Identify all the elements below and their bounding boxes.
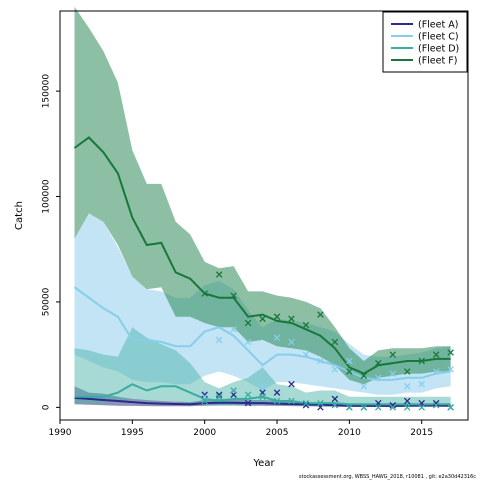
legend: (Fleet A)(Fleet C)(Fleet D)(Fleet F) bbox=[382, 11, 468, 73]
fleeta-observation-point bbox=[302, 401, 310, 409]
fleeta-observation-point bbox=[288, 380, 295, 388]
fleetf-confidence-band bbox=[74, 6, 451, 385]
fleetf-observation-point bbox=[403, 368, 411, 375]
footer-note: stockassessment.org, WBSS_HAWG_2018, r10… bbox=[299, 474, 476, 480]
observation-points bbox=[201, 271, 454, 411]
x-tick-label: 2000 bbox=[193, 428, 216, 438]
fleetc-observation-point bbox=[432, 368, 440, 375]
x-tick-label: 2005 bbox=[266, 428, 289, 438]
fleetc-observation-point bbox=[389, 370, 397, 377]
fleetd-observation-point bbox=[215, 393, 223, 401]
fleetf-observation-point bbox=[230, 292, 237, 299]
fleetc-observation-point bbox=[230, 326, 237, 333]
fleetf-observation-point bbox=[360, 372, 368, 379]
fleetc-observation-point bbox=[244, 338, 252, 346]
fleetc-observation-point bbox=[360, 383, 368, 390]
fleetd-observation-point bbox=[230, 387, 237, 394]
x-axis: 1990 1995 2000 2005 2010 2015 bbox=[49, 420, 433, 438]
fleetc-observation-point bbox=[346, 357, 353, 365]
fleetf-observation-point bbox=[331, 338, 339, 346]
fleeta-observation-point bbox=[403, 397, 411, 405]
fleetd-observation-point bbox=[360, 404, 368, 411]
fleeta-observation-point bbox=[215, 391, 223, 398]
fleetd-observation-point bbox=[403, 404, 411, 411]
fleeta-observation-point bbox=[273, 389, 281, 396]
fleetd-observation-point bbox=[302, 399, 310, 407]
fleetf-fit-line bbox=[73, 136, 451, 375]
fleetf-observation-point bbox=[375, 359, 382, 367]
fleetf-observation-point bbox=[244, 319, 252, 327]
fleetd-observation-point bbox=[375, 404, 382, 411]
fleeta-observation-point bbox=[432, 399, 440, 407]
fleetd-observation-point bbox=[432, 401, 440, 409]
fleetf-observation-point bbox=[259, 315, 266, 323]
x-tick-label: 2015 bbox=[410, 428, 433, 438]
fleeta-observation-point bbox=[389, 401, 397, 409]
x-axis-title: Year bbox=[252, 458, 275, 469]
fleetf-observation-point bbox=[418, 357, 425, 365]
fleetf-observation-point bbox=[447, 349, 454, 356]
fleetc-observation-point bbox=[447, 366, 454, 373]
fleetd-observation-point bbox=[447, 404, 454, 411]
y-tick-label: 50000 bbox=[42, 287, 52, 316]
fleetf-observation-point bbox=[273, 313, 281, 320]
fleetc-legend-label: (Fleet C) bbox=[418, 32, 459, 43]
fleeta-fit-line bbox=[74, 396, 451, 407]
fleetc-observation-point bbox=[331, 366, 339, 373]
legend-box bbox=[382, 11, 468, 73]
fleetd-observation-point bbox=[418, 404, 425, 411]
fleetc-observation-point bbox=[403, 383, 411, 390]
fleetf-observation-point bbox=[432, 351, 440, 358]
fleetc-observation-point bbox=[317, 357, 324, 365]
fleetd-legend-label: (Fleet D) bbox=[418, 44, 459, 55]
fleetc-observation-point bbox=[215, 336, 223, 344]
fleeta-observation-point bbox=[244, 399, 252, 407]
fleeta-legend-label: (Fleet A) bbox=[418, 20, 458, 31]
fleeta-observation-point bbox=[201, 391, 208, 398]
x-tick-label: 1990 bbox=[49, 428, 72, 438]
fleetd-observation-point bbox=[346, 404, 353, 411]
fleetd-observation-point bbox=[331, 401, 339, 409]
plot-frame bbox=[59, 10, 469, 421]
fleetd-observation-point bbox=[201, 397, 208, 405]
fleetf-observation-point bbox=[346, 368, 353, 375]
fleetf-observation-point bbox=[215, 271, 223, 278]
fleetc-observation-point bbox=[418, 380, 425, 388]
fit-lines bbox=[73, 136, 451, 407]
fleetf-observation-point bbox=[317, 311, 324, 318]
fleetd-observation-point bbox=[288, 397, 295, 405]
fleetc-observation-point bbox=[259, 383, 266, 390]
y-tick-label: 150000 bbox=[42, 74, 52, 109]
fleetd-observation-point bbox=[317, 399, 324, 407]
fleetc-observation-point bbox=[288, 338, 295, 346]
fleetf-observation-point bbox=[389, 351, 397, 358]
fleetf-legend-label: (Fleet F) bbox=[418, 56, 457, 67]
x-tick-label: 2010 bbox=[338, 428, 361, 438]
fleetd-observation-point bbox=[244, 391, 252, 398]
fleetd-observation-point bbox=[273, 397, 281, 405]
y-tick-label: 100000 bbox=[42, 179, 52, 214]
y-axis-title: Catch bbox=[14, 201, 25, 230]
y-axis: 0 50000 100000 150000 bbox=[42, 74, 60, 410]
y-tick-label: 0 bbox=[42, 404, 52, 410]
fleetf-observation-point bbox=[302, 321, 310, 329]
fleetc-observation-point bbox=[273, 334, 281, 342]
fleetf-observation-point bbox=[201, 290, 208, 297]
fleetf-observation-point bbox=[288, 315, 295, 323]
x-tick-label: 1995 bbox=[121, 428, 144, 438]
fleetc-observation-point bbox=[302, 351, 310, 358]
fleeta-confidence-band bbox=[74, 386, 451, 407]
fleeta-observation-point bbox=[331, 395, 339, 403]
fleetd-observation-point bbox=[389, 404, 397, 411]
fleetc-fit-line bbox=[73, 286, 451, 381]
fleetc-observation-point bbox=[375, 374, 382, 382]
fleetd-observation-point bbox=[259, 393, 266, 401]
